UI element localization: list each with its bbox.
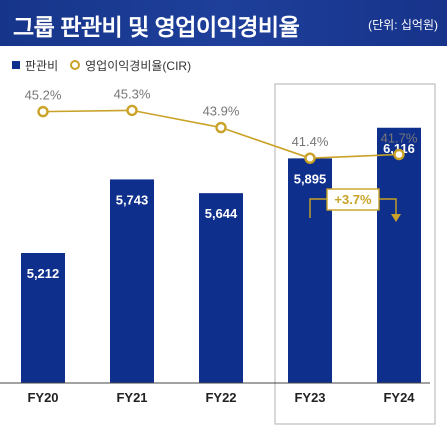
x-tick-label: FY20 [27,390,58,405]
cir-value-label: 41.7% [381,130,418,145]
bar-value-label: 5,895 [294,171,327,186]
cir-value-label: 41.4% [292,134,329,149]
bar-value-label: 5,212 [27,266,60,281]
cir-point [215,121,227,134]
page-title: 그룹 판관비 및 영업이익경비율 [13,14,300,40]
bar-fy20 [21,253,65,383]
unit-label: (단위: 십억원) [368,18,438,32]
growth-arrow-icon [391,214,401,222]
growth-badge [326,188,380,211]
x-tick-label: FY23 [294,390,325,405]
cir-point [37,105,49,118]
title-bar: 그룹 판관비 및 영업이익경비율 (단위: 십억원) [0,0,447,46]
bar-fy24 [377,127,421,384]
x-tick-label: FY22 [205,390,236,405]
bar-value-label: 5,644 [205,206,238,221]
bar-value-label: 5,743 [116,192,149,207]
growth-label: +3.7% [334,192,372,207]
legend-bar-label: 판관비 [25,58,59,73]
bar-value-label: 6,116 [383,141,415,156]
bar-fy21 [110,179,154,383]
x-tick-label: FY24 [383,390,415,405]
cir-value-label: 45.2% [25,88,62,103]
cir-point [304,152,316,164]
legend-line-label: 영업이익경비율(CIR) [85,58,192,73]
legend-bar-swatch [12,61,20,69]
cir-point [126,104,138,117]
cir-value-label: 43.9% [203,104,240,119]
cir-value-label: 45.3% [114,86,151,101]
x-tick-label: FY21 [116,390,147,405]
legend-line-swatch [70,60,81,70]
legend: 판관비 영업이익경비율(CIR) [12,58,192,73]
bar-fy22 [199,193,243,383]
cir-point [393,148,405,161]
bar-fy23 [288,158,332,383]
highlight-box [274,83,436,425]
